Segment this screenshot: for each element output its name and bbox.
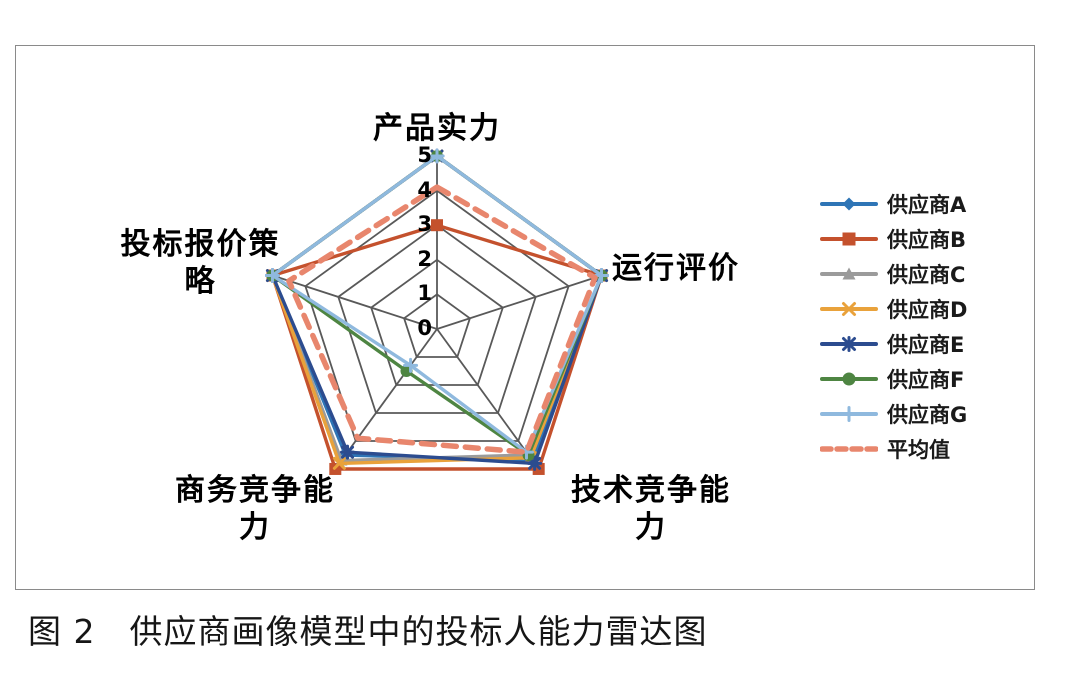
legend-label: 供应商B — [887, 227, 967, 252]
grid-ring — [337, 224, 537, 414]
legend-label: 供应商D — [887, 297, 968, 322]
legend-item-4: 供应商E — [820, 326, 967, 361]
legend-label: 供应商G — [887, 402, 968, 427]
data-marker-asterisk — [528, 456, 542, 470]
series-polygon — [270, 154, 604, 454]
data-marker-asterisk — [341, 445, 355, 459]
data-marker-x — [842, 301, 856, 316]
axis-label-technical-competitiveness: 技术竞争能 力 — [571, 473, 731, 545]
tick-label-4: 4 — [417, 177, 432, 202]
legend-item-2: 供应商C — [820, 256, 967, 291]
legend-label: 供应商E — [887, 332, 965, 357]
legend-item-7: 平均值 — [820, 431, 967, 466]
legend-none-icon — [820, 445, 878, 452]
data-marker-asterisk — [842, 336, 856, 351]
grid-spoke — [334, 328, 438, 470]
grid-spoke — [436, 328, 540, 470]
legend-label: 供应商A — [887, 192, 967, 217]
legend-item-3: 供应商D — [820, 291, 967, 326]
legend-item-6: 供应商G — [820, 396, 967, 431]
legend-item-5: 供应商F — [820, 361, 967, 396]
tick-label-0: 0 — [417, 316, 432, 340]
tick-label-2: 2 — [417, 246, 432, 271]
legend-circle-icon — [820, 372, 878, 385]
figure-caption: 图 2 供应商画像模型中的投标人能力雷达图 — [28, 612, 708, 651]
legend-diamond-icon — [820, 197, 878, 210]
legend-square-icon — [820, 232, 878, 245]
axis-label-operation-evaluation: 运行评价 — [612, 251, 740, 286]
legend-x-icon — [820, 301, 878, 316]
data-marker-square — [431, 219, 443, 232]
data-marker-triangle — [842, 267, 856, 279]
axis-label-commercial-competitiveness: 商务竞争能 力 — [175, 473, 335, 545]
legend-label: 供应商C — [887, 262, 966, 287]
series-供应商G — [264, 148, 610, 460]
legend-label: 平均值 — [887, 437, 950, 462]
tick-label-5: 5 — [417, 143, 432, 167]
legend-triangle-icon — [820, 267, 878, 279]
axis-label-bid-pricing-strategy: 投标报价策 略 — [120, 227, 281, 299]
grid-ring — [403, 293, 471, 358]
legend-label: 供应商F — [887, 367, 965, 392]
grid-spoke — [272, 274, 438, 330]
data-marker-square — [842, 232, 856, 245]
grid-ring — [304, 189, 570, 442]
legend-asterisk-icon — [820, 335, 878, 352]
legend-plus-icon — [820, 405, 878, 422]
tick-label-1: 1 — [417, 281, 432, 306]
chart-legend: 供应商A 供应商B 供应商C 供应商D 供应商E 供应商F 供应商G 平均值 — [820, 186, 967, 466]
legend-item-0: 供应商A — [820, 186, 967, 221]
tick-label-3: 3 — [417, 212, 432, 237]
data-marker-circle — [842, 372, 856, 385]
series-平均值 — [286, 184, 598, 455]
data-marker-x — [332, 456, 346, 470]
grid-spoke — [436, 274, 602, 330]
series-polygon — [286, 184, 598, 455]
axis-label-product-strength: 产品实力 — [373, 111, 501, 146]
figure-border — [15, 45, 1035, 590]
legend-item-1: 供应商B — [820, 221, 967, 256]
data-marker-diamond — [842, 197, 856, 210]
